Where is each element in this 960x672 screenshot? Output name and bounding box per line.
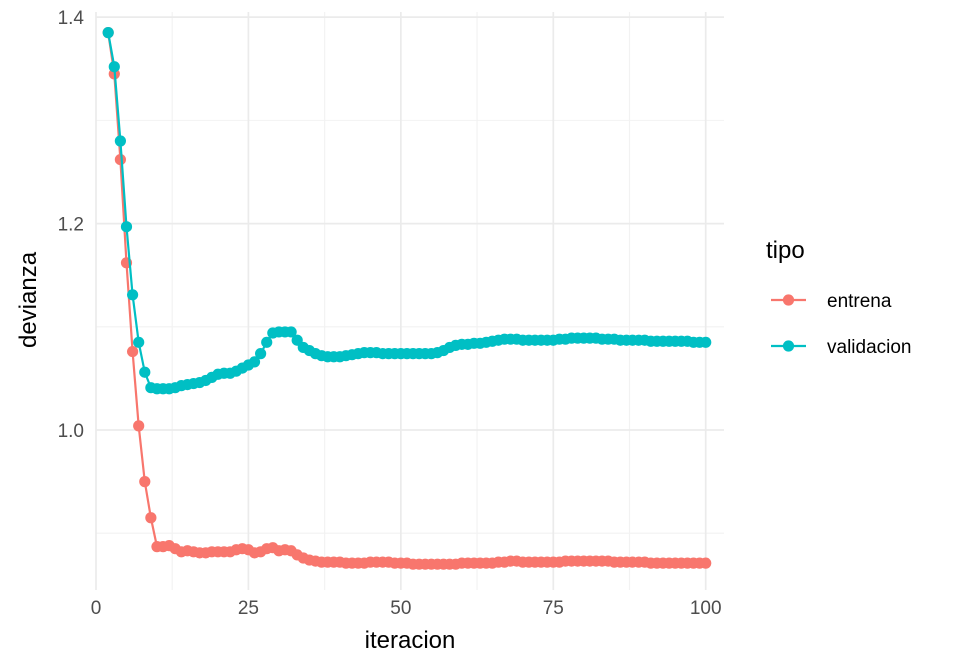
data-point — [700, 557, 712, 569]
grid — [95, 12, 724, 590]
legend-label: validacion — [827, 337, 912, 358]
plot-series — [102, 27, 712, 570]
data-point — [114, 154, 126, 166]
data-point — [285, 326, 297, 338]
legend-key-point — [782, 340, 795, 352]
data-point — [114, 135, 126, 147]
y-tick-label: 1.4 — [58, 8, 85, 29]
data-point — [108, 61, 120, 73]
axes: 0 25 50 75 100 1.0 1.2 1.4 — [58, 8, 722, 619]
y-axis-title: devianza — [15, 251, 42, 348]
data-point — [126, 345, 139, 358]
series-entrena — [102, 27, 712, 570]
legend-title: tipo — [766, 237, 805, 264]
data-point — [120, 221, 133, 233]
y-tick-label: 1.2 — [58, 215, 84, 236]
x-tick-label: 25 — [238, 598, 259, 619]
data-point — [102, 27, 114, 39]
x-tick-label: 0 — [91, 598, 102, 619]
legend-label: entrena — [827, 291, 892, 312]
x-tick-label: 50 — [390, 598, 411, 619]
data-point — [139, 366, 151, 378]
data-point — [133, 420, 145, 432]
y-tick-label: 1.0 — [58, 421, 84, 442]
series-validacion — [102, 27, 712, 395]
data-point — [248, 356, 261, 368]
x-tick-label: 75 — [543, 598, 564, 619]
data-point — [145, 512, 157, 524]
x-axis-title: iteracion — [365, 627, 456, 654]
x-tick-label: 100 — [690, 598, 722, 619]
series-line — [107, 32, 706, 566]
data-point — [133, 336, 145, 348]
data-point — [261, 336, 273, 348]
legend-key-point — [782, 294, 795, 306]
legend: tipo entrena validacion — [766, 237, 912, 358]
data-point — [126, 289, 139, 301]
legend-item-entrena: entrena — [771, 291, 892, 312]
data-point — [700, 336, 712, 348]
data-point — [139, 476, 151, 488]
data-point — [255, 348, 267, 360]
legend-item-validacion: validacion — [771, 337, 912, 358]
